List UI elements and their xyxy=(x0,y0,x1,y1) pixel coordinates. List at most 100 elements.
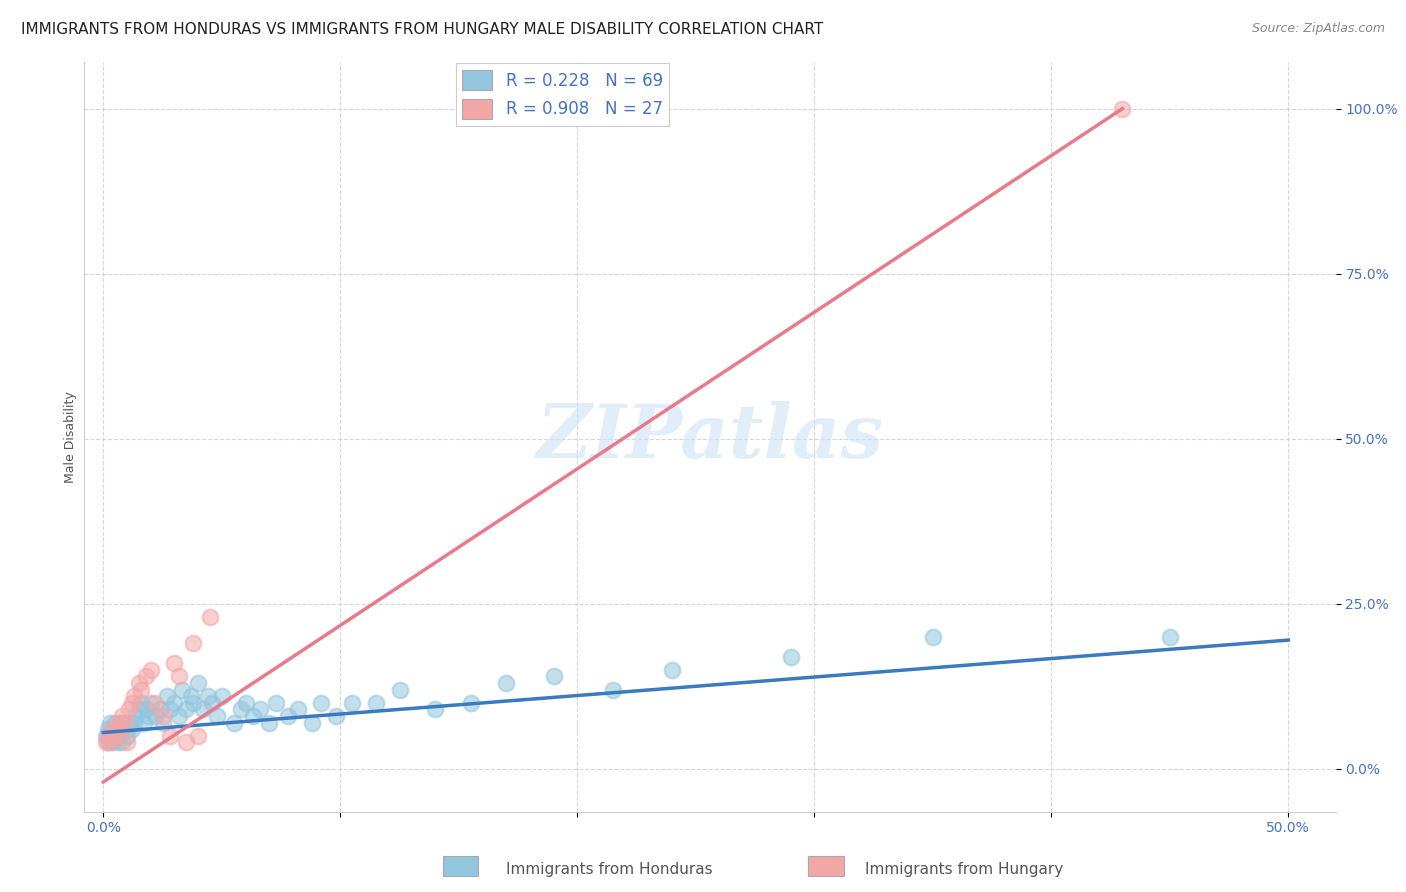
Point xyxy=(191,702,214,716)
Point xyxy=(277,709,299,723)
Point xyxy=(97,735,120,749)
Point xyxy=(152,715,174,730)
Point xyxy=(128,702,150,716)
Point xyxy=(128,676,150,690)
Point xyxy=(97,722,120,736)
Point xyxy=(100,735,122,749)
Point xyxy=(122,715,145,730)
Point xyxy=(229,702,252,716)
Point xyxy=(180,689,202,703)
Point xyxy=(129,696,152,710)
Point xyxy=(201,696,224,710)
Point xyxy=(138,709,160,723)
Point xyxy=(159,702,181,716)
Point xyxy=(235,696,257,710)
Point xyxy=(104,715,127,730)
Point xyxy=(249,702,271,716)
Point xyxy=(111,735,134,749)
Text: ZIPatlas: ZIPatlas xyxy=(537,401,883,474)
Point xyxy=(108,729,131,743)
Point xyxy=(198,610,221,624)
Point xyxy=(94,729,117,743)
Point xyxy=(101,722,124,736)
Point xyxy=(460,696,482,710)
Point xyxy=(115,722,138,736)
Point xyxy=(114,715,136,730)
Y-axis label: Male Disability: Male Disability xyxy=(65,392,77,483)
Point xyxy=(107,715,129,730)
Point xyxy=(301,715,323,730)
Point xyxy=(287,702,309,716)
Point xyxy=(187,729,209,743)
Point xyxy=(602,682,624,697)
Point xyxy=(187,676,209,690)
Legend: R = 0.228   N = 69, R = 0.908   N = 27: R = 0.228 N = 69, R = 0.908 N = 27 xyxy=(456,63,669,126)
Point xyxy=(222,715,245,730)
Point xyxy=(118,715,141,730)
Point xyxy=(115,729,138,743)
Point xyxy=(661,663,683,677)
Point xyxy=(114,715,136,730)
Point xyxy=(101,735,124,749)
Point xyxy=(145,709,167,723)
Point xyxy=(183,696,205,710)
Point xyxy=(101,722,124,736)
Point xyxy=(100,715,122,730)
Text: IMMIGRANTS FROM HONDURAS VS IMMIGRANTS FROM HUNGARY MALE DISABILITY CORRELATION : IMMIGRANTS FROM HONDURAS VS IMMIGRANTS F… xyxy=(21,22,824,37)
Point xyxy=(921,630,943,644)
Point xyxy=(100,729,122,743)
Point xyxy=(107,722,129,736)
Point xyxy=(139,696,162,710)
Point xyxy=(107,735,129,749)
Text: Source: ZipAtlas.com: Source: ZipAtlas.com xyxy=(1251,22,1385,36)
Point xyxy=(135,669,157,683)
Point xyxy=(364,696,387,710)
Point xyxy=(156,689,179,703)
Point xyxy=(170,682,193,697)
Point xyxy=(197,689,219,703)
Point xyxy=(1159,630,1181,644)
Point xyxy=(145,696,167,710)
Point xyxy=(167,709,190,723)
Point xyxy=(121,696,143,710)
Point xyxy=(174,735,197,749)
Point xyxy=(104,729,127,743)
Point xyxy=(423,702,446,716)
Point xyxy=(108,715,131,730)
Point xyxy=(163,696,186,710)
Point xyxy=(163,656,186,670)
Point xyxy=(122,689,145,703)
Point xyxy=(205,709,228,723)
Point xyxy=(135,702,157,716)
Point xyxy=(97,729,120,743)
Point xyxy=(115,735,138,749)
Point xyxy=(132,715,155,730)
Point xyxy=(118,702,141,716)
Point xyxy=(94,735,117,749)
Point xyxy=(266,696,288,710)
Point xyxy=(311,696,333,710)
Point xyxy=(495,676,517,690)
Point xyxy=(152,709,174,723)
Point xyxy=(111,709,134,723)
Point xyxy=(211,689,233,703)
Point xyxy=(125,709,148,723)
Point xyxy=(111,722,134,736)
Point xyxy=(159,729,181,743)
Point xyxy=(340,696,363,710)
Point xyxy=(543,669,565,683)
Point xyxy=(149,702,172,716)
Point xyxy=(779,649,801,664)
Point xyxy=(388,682,411,697)
Point xyxy=(139,663,162,677)
Text: Immigrants from Hungary: Immigrants from Hungary xyxy=(865,863,1063,877)
Point xyxy=(121,722,143,736)
Point xyxy=(174,702,197,716)
Point xyxy=(257,715,280,730)
Point xyxy=(183,636,205,650)
Point xyxy=(129,682,152,697)
Point xyxy=(108,722,131,736)
Point xyxy=(104,729,127,743)
Point xyxy=(325,709,347,723)
Point xyxy=(1111,102,1133,116)
